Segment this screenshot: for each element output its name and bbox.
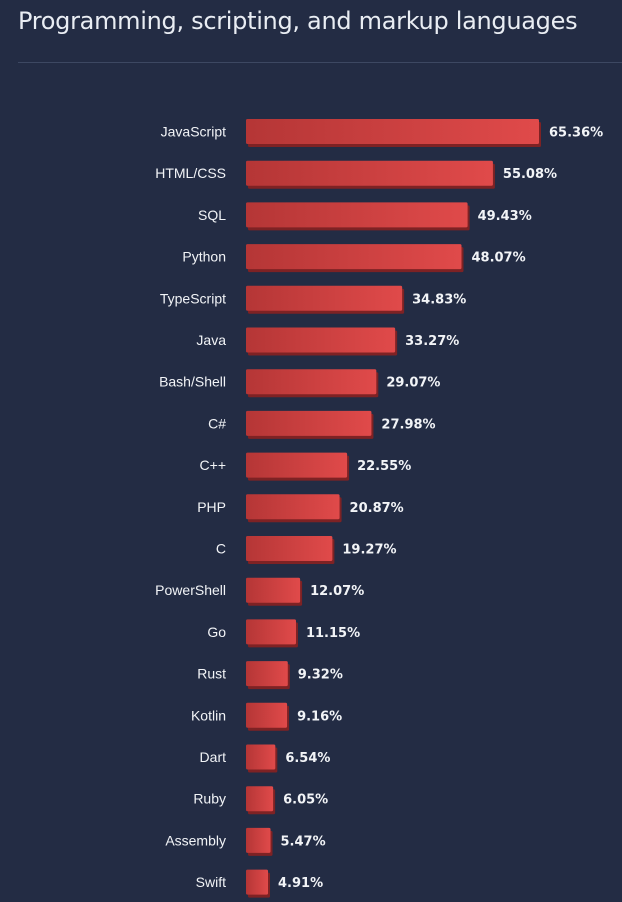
value-label: 29.07%: [386, 376, 440, 391]
category-label: PowerShell: [155, 582, 226, 598]
bar: [246, 619, 296, 645]
bar: [246, 661, 288, 687]
category-label: JavaScript: [161, 124, 226, 140]
value-label: 27.98%: [381, 417, 435, 432]
category-label: Bash/Shell: [159, 374, 226, 390]
bar: [246, 577, 301, 603]
category-label: Python: [182, 249, 226, 265]
category-label: C++: [200, 457, 226, 473]
bar-row: SQL 49.43%: [198, 202, 532, 231]
bar-row: PHP 20.87%: [197, 494, 404, 523]
category-label: C#: [208, 415, 226, 431]
bar: [246, 410, 372, 436]
value-label: 6.54%: [285, 751, 330, 766]
category-label: PHP: [197, 499, 226, 515]
bar-row: Python 48.07%: [182, 244, 526, 273]
category-label: C: [216, 541, 226, 557]
bar: [246, 494, 340, 520]
category-label: Kotlin: [191, 707, 226, 723]
category-label: TypeScript: [160, 290, 226, 306]
value-label: 4.91%: [278, 876, 323, 891]
bar-row: Rust 9.32%: [197, 661, 343, 690]
value-label: 49.43%: [478, 209, 532, 224]
value-label: 9.16%: [297, 709, 342, 724]
bar-row: Assembly 5.47%: [165, 827, 326, 856]
value-label: 6.05%: [283, 793, 328, 808]
bar: [246, 202, 468, 228]
value-label: 9.32%: [298, 668, 343, 683]
category-label: Dart: [200, 749, 227, 765]
bar-row: C 19.27%: [216, 536, 397, 564]
bar-row: TypeScript 34.83%: [160, 285, 466, 314]
bar: [246, 869, 269, 895]
bar-row: Ruby 6.05%: [193, 786, 328, 815]
bar-row: Swift 4.91%: [196, 869, 323, 898]
bar: [246, 119, 539, 144]
category-label: Java: [196, 332, 226, 348]
bar-row: Bash/Shell 29.07%: [159, 369, 440, 398]
bar-row: Dart 6.54%: [200, 744, 330, 773]
bar-row: JavaScript 65.36%: [161, 119, 603, 147]
value-label: 55.08%: [503, 167, 557, 182]
value-label: 12.07%: [310, 584, 364, 599]
value-label: 65.36%: [549, 126, 603, 141]
bar: [246, 244, 462, 270]
category-label: Rust: [197, 666, 226, 682]
bar-row: Go 11.15%: [207, 619, 360, 648]
category-label: HTML/CSS: [155, 165, 226, 181]
category-label: SQL: [198, 207, 226, 223]
category-label: Swift: [196, 874, 226, 890]
bar-row: C++ 22.55%: [200, 452, 411, 481]
bar: [246, 285, 403, 311]
bar: [246, 536, 333, 561]
title-divider: [18, 62, 622, 63]
bars-layer: JavaScript 65.36% HTML/CSS 55.08% SQL 49.43% P…: [155, 119, 603, 898]
value-label: 5.47%: [281, 834, 326, 849]
bar-row: Kotlin 9.16%: [191, 702, 342, 731]
bar: [246, 744, 276, 770]
value-label: 11.15%: [306, 626, 360, 641]
bar-row: Java 33.27%: [196, 327, 459, 356]
category-label: Ruby: [193, 791, 226, 807]
bar: [246, 369, 377, 395]
bar-row: HTML/CSS 55.08%: [155, 160, 557, 189]
value-label: 19.27%: [342, 543, 396, 558]
bar: [246, 160, 493, 186]
category-label: Go: [207, 624, 226, 640]
category-label: Assembly: [165, 832, 226, 848]
bar: [246, 827, 271, 853]
bar: [246, 452, 348, 478]
value-label: 48.07%: [471, 251, 525, 266]
value-label: 34.83%: [412, 292, 466, 307]
bar: [246, 327, 396, 353]
value-label: 20.87%: [350, 501, 404, 516]
value-label: 22.55%: [357, 459, 411, 474]
bar-row: PowerShell 12.07%: [155, 577, 364, 606]
bar: [246, 786, 274, 812]
chart-title: Programming, scripting, and markup langu…: [18, 7, 578, 35]
bar-row: C# 27.98%: [208, 410, 436, 439]
bar: [246, 702, 288, 728]
value-label: 33.27%: [405, 334, 459, 349]
